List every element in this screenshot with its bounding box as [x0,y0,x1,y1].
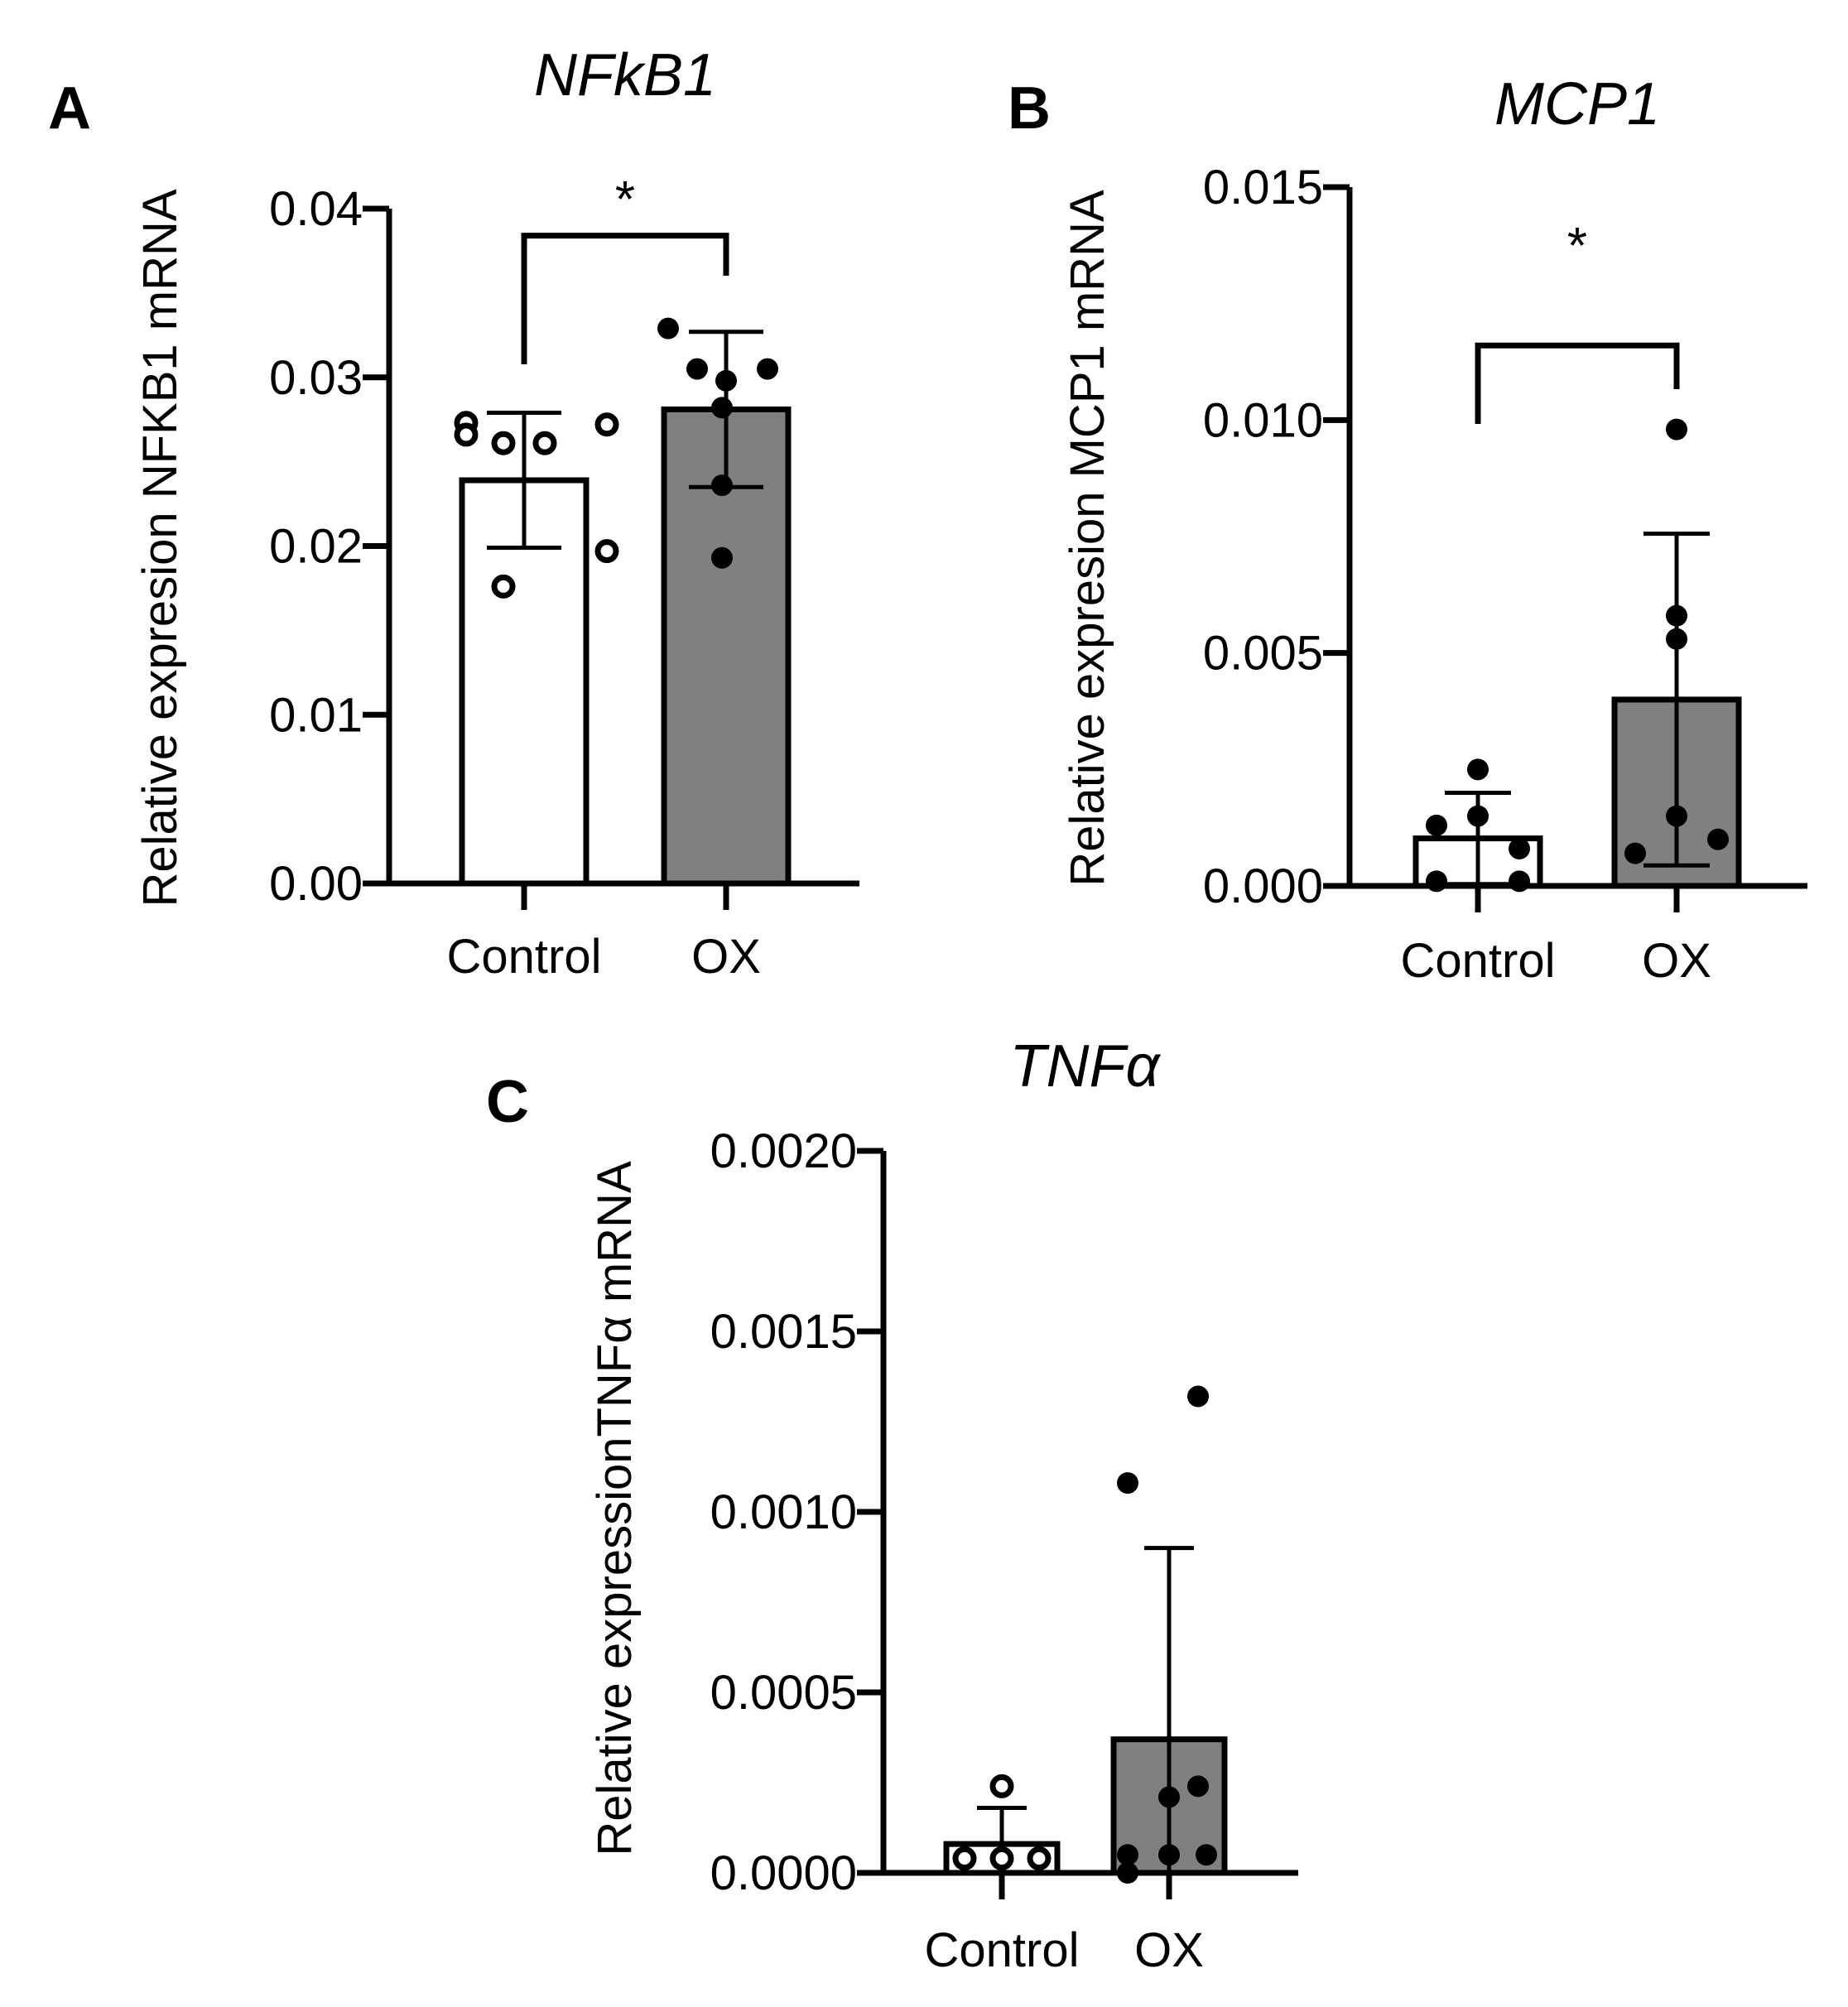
data-point-control [1467,805,1489,827]
y-tick-label: 0.01 [269,688,363,742]
data-point-ox [1187,1775,1209,1798]
plot-area: 0.00 0.01 0.02 0.03 0.04 Control OX * [269,171,859,984]
data-point-control [491,574,516,599]
y-tick-label: 0.0000 [710,1846,857,1900]
significance-star: * [615,171,635,229]
panel-letter-c: C [486,1069,529,1135]
plot-area: 0.000 0.005 0.010 0.015 Control OX * [1203,161,1807,988]
y-tick-label: 0.04 [269,182,363,236]
y-tick-label: 0.00 [269,857,363,911]
x-tick-label: Control [1401,934,1556,988]
data-point-ox [1666,805,1687,827]
y-tick-label: 0.000 [1203,859,1323,913]
chart-title: MCP1 [1494,71,1660,137]
x-tick-label: OX [1642,934,1711,988]
data-point-control [1509,837,1530,859]
data-point-ox [686,358,708,380]
y-tick-label: 0.02 [269,520,363,574]
y-axis-label: Relative expresion MCP1 mRNA [1061,190,1114,887]
data-point-ox [1196,1844,1217,1866]
panel-letter-a: A [48,75,91,142]
y-tick-label: 0.015 [1203,161,1323,214]
significance-bracket [521,233,729,364]
data-point-ox [1666,418,1687,440]
data-point-control [1027,1846,1052,1871]
data-point-control [1467,758,1489,781]
y-tick-label: 0.010 [1203,393,1323,447]
chart-title: TNFα [1009,1033,1161,1100]
data-point-control [952,1846,977,1871]
panel-letter-b: B [1008,75,1051,142]
data-point-ox [711,474,733,497]
y-tick-label: 0.005 [1203,627,1323,681]
significance-bracket [1475,342,1680,424]
data-point-ox [1117,1472,1138,1494]
data-point-ox [1117,1844,1138,1866]
x-tick-label: Control [447,930,602,984]
data-point-ox [1187,1385,1209,1408]
data-point-ox [1666,604,1687,627]
data-point-control [989,1846,1014,1871]
data-point-control [594,412,619,437]
y-tick-label: 0.0005 [710,1666,857,1720]
data-point-control [1426,814,1447,836]
panel-c-chart: C TNFα Relative expressionTNFα mRNA 0.00… [486,1033,1298,1977]
data-point-ox [1624,842,1646,864]
data-point-ox [1158,1844,1180,1866]
x-tick-label: OX [1134,1923,1204,1977]
data-point-control [454,422,479,447]
data-point-control [989,1774,1014,1798]
x-tick-label: OX [691,930,761,984]
y-axis-label: Relative expresion NFKB1 mRNA [133,189,187,907]
data-point-ox [715,369,737,392]
significance-star: * [1567,218,1587,275]
data-point-ox [1707,828,1729,850]
panel-b-chart: B MCP1 Relative expresion MCP1 mRNA 0.00… [1008,71,1807,988]
chart-title: NFkB1 [534,42,716,108]
y-tick-label: 0.0020 [710,1124,857,1178]
y-tick-label: 0.0015 [710,1305,857,1359]
panel-a-chart: A NFkB1 Relative expresion NFKB1 mRNA 0.… [48,42,859,984]
data-point-control [491,431,516,455]
y-axis-label: Relative expressionTNFα mRNA [588,1161,642,1856]
x-tick-label: Control [925,1923,1080,1977]
plot-area: 0.0000 0.0005 0.0010 0.0015 0.0020 Control OX [710,1124,1298,1977]
data-point-ox [1158,1786,1180,1808]
data-point-ox [1666,628,1687,650]
data-point-ox [711,546,733,569]
data-point-ox [757,358,778,380]
y-tick-label: 0.0010 [710,1485,857,1539]
y-tick-label: 0.03 [269,351,363,405]
data-point-ox [657,317,679,339]
data-point-control [594,539,619,564]
data-point-ox [711,397,733,419]
data-point-control [532,431,557,455]
